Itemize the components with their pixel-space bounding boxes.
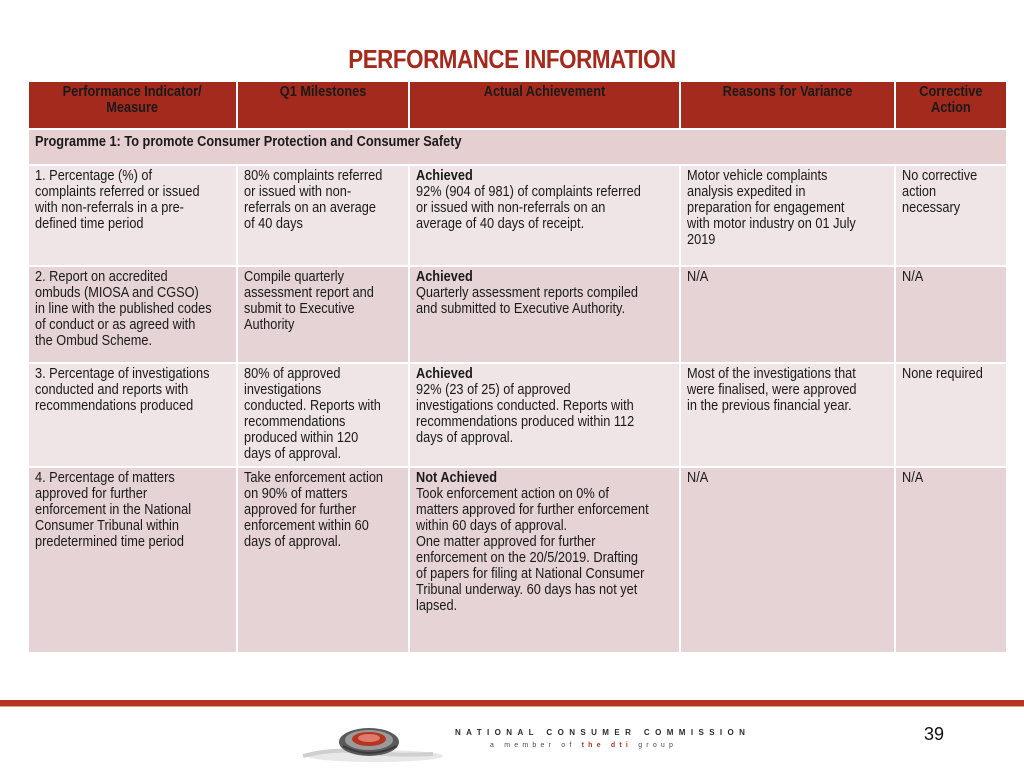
variance-cell: Motor vehicle complaints analysis expedi… — [679, 164, 896, 267]
corrective-cell: N/A — [894, 466, 1008, 654]
performance-table: Performance Indicator/ Measure Q1 Milest… — [27, 80, 1008, 654]
variance-cell: N/A — [679, 265, 896, 364]
achievement-cell: Achieved 92% (904 of 981) of complaints r… — [408, 164, 681, 267]
programme-row: Programme 1: To promote Consumer Protect… — [27, 128, 1008, 166]
achievement-cell: Achieved Quarterly assessment reports com… — [408, 265, 681, 364]
corrective-cell: N/A — [894, 265, 1008, 364]
status-label: Achieved — [416, 366, 473, 382]
page-title: PERFORMANCE INFORMATION — [348, 44, 676, 74]
table-row: 4. Percentage of matters approved for fu… — [27, 466, 1008, 654]
header-milestones: Q1 Milestones — [236, 80, 410, 130]
milestone-cell: Take enforcement action on 90% of matter… — [236, 466, 410, 654]
variance-cell: N/A — [679, 466, 896, 654]
ncc-logo-icon — [302, 728, 443, 762]
corrective-cell: No corrective action necessary — [894, 164, 1008, 267]
header-corrective: Corrective Action — [894, 80, 1008, 130]
milestone-cell: Compile quarterly assessment report and … — [236, 265, 410, 364]
indicator-cell: 4. Percentage of matters approved for fu… — [27, 466, 238, 654]
org-tagline: a member of the dti group — [490, 742, 678, 749]
table-row: 3. Percentage of investigations conducte… — [27, 362, 1008, 468]
milestone-cell: 80% complaints referred or issued with n… — [236, 164, 410, 267]
achievement-cell: Not Achieved Took enforcement action on 0… — [408, 466, 681, 654]
ncc-logo: NATIONAL CONSUMER COMMISSION a member of… — [293, 712, 745, 768]
programme-label: Programme 1: To promote Consumer Protect… — [27, 128, 1008, 166]
table-header-row: Performance Indicator/ Measure Q1 Milest… — [27, 80, 1008, 130]
status-label: Achieved — [416, 168, 473, 184]
org-name: NATIONAL CONSUMER COMMISSION — [455, 728, 751, 737]
achievement-cell: Achieved 92% (23 of 25) of approved inves… — [408, 362, 681, 468]
milestone-cell: 80% of approved investigations conducted… — [236, 362, 410, 468]
header-variance: Reasons for Variance — [679, 80, 896, 130]
status-label: Not Achieved — [416, 470, 498, 486]
footer-bar-line — [0, 706, 1024, 707]
indicator-cell: 3. Percentage of investigations conducte… — [27, 362, 238, 468]
footer-bar — [0, 700, 1024, 706]
table-row: 1. Percentage (%) of complaints referred… — [27, 164, 1008, 267]
header-indicator: Performance Indicator/ Measure — [27, 80, 238, 130]
corrective-cell: None required — [894, 362, 1008, 468]
indicator-cell: 1. Percentage (%) of complaints referred… — [27, 164, 238, 267]
status-label: Achieved — [416, 269, 473, 285]
variance-cell: Most of the investigations that were fin… — [679, 362, 896, 468]
page-number: 39 — [923, 724, 944, 744]
header-achievement: Actual Achievement — [408, 80, 681, 130]
table-row: 2. Report on accredited ombuds (MIOSA an… — [27, 265, 1008, 364]
indicator-cell: 2. Report on accredited ombuds (MIOSA an… — [27, 265, 238, 364]
